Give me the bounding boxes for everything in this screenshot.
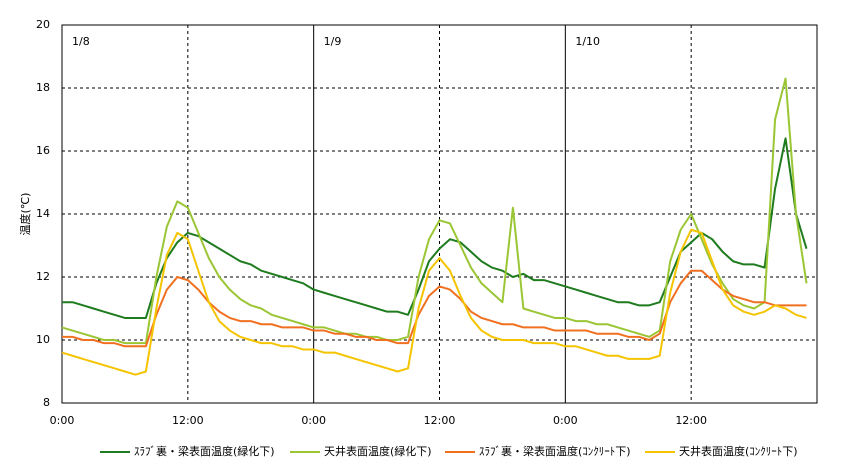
y-tick-label: 12 bbox=[36, 270, 50, 283]
series-line bbox=[61, 228, 807, 376]
series-line bbox=[62, 269, 807, 348]
legend-label: 天井表面温度(緑化下) bbox=[324, 444, 432, 458]
x-tick-label: 12:00 bbox=[424, 414, 456, 427]
x-tick-label: 12:00 bbox=[172, 414, 204, 427]
legend-label: ｽﾗﾌﾞ裏・梁表面温度(ｺﾝｸﾘｰﾄ下) bbox=[479, 444, 631, 458]
y-axis-label: 温度(℃) bbox=[18, 193, 32, 236]
x-tick-label: 12:00 bbox=[675, 414, 707, 427]
x-tick-label: 0:00 bbox=[301, 414, 326, 427]
day-label: 1/9 bbox=[324, 35, 342, 48]
day-label: 1/8 bbox=[72, 35, 90, 48]
y-tick-label: 18 bbox=[36, 81, 50, 94]
y-tick-label: 14 bbox=[36, 207, 50, 220]
y-tick-label: 20 bbox=[36, 18, 50, 31]
x-tick-label: 0:00 bbox=[50, 414, 75, 427]
series-line bbox=[61, 77, 808, 345]
legend-label: 天井表面温度(ｺﾝｸﾘｰﾄ下) bbox=[679, 444, 798, 458]
x-tick-label: 0:00 bbox=[553, 414, 578, 427]
y-tick-label: 10 bbox=[36, 333, 50, 346]
y-tick-label: 16 bbox=[36, 144, 50, 157]
legend-label: ｽﾗﾌﾞ裏・梁表面温度(緑化下) bbox=[134, 444, 275, 458]
y-tick-label: 8 bbox=[43, 396, 50, 409]
day-label: 1/10 bbox=[575, 35, 600, 48]
